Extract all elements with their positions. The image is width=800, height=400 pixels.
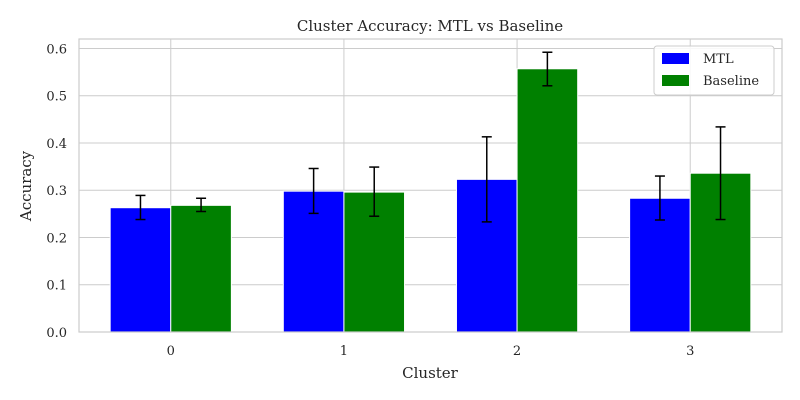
plot-frame — [78, 38, 783, 333]
y-tick-label: 0.2 — [46, 231, 67, 246]
x-tick-label: 3 — [686, 344, 694, 359]
legend: MTL Baseline — [653, 45, 775, 96]
bar-mtl-cluster-0 — [109, 207, 172, 333]
x-tick-labels: 0 1 2 3 — [167, 344, 695, 359]
y-tick-label: 0.6 — [46, 42, 67, 57]
bars — [109, 68, 752, 333]
x-tick-label: 2 — [513, 344, 521, 359]
y-tick-labels: 0.0 0.1 0.2 0.3 0.4 0.5 0.6 — [46, 42, 67, 341]
legend-label: Baseline — [703, 74, 759, 89]
x-axis-label: Cluster — [402, 364, 459, 382]
y-tick-label: 0.5 — [46, 90, 67, 105]
x-tick-label: 1 — [340, 344, 348, 359]
bar-baseline-cluster-0 — [170, 204, 232, 333]
y-tick-label: 0.3 — [46, 184, 67, 199]
y-tick-label: 0.1 — [46, 279, 67, 294]
bar-baseline-cluster-2 — [516, 68, 579, 333]
x-tick-label: 0 — [167, 344, 175, 359]
y-axis-label: Accuracy — [17, 150, 35, 222]
bar-mtl-cluster-1 — [282, 190, 345, 333]
y-tick-label: 0.4 — [46, 137, 67, 152]
legend-label: MTL — [703, 52, 734, 67]
y-tick-label: 0.0 — [46, 326, 67, 341]
error-bars — [135, 51, 726, 223]
legend-swatch — [662, 53, 689, 64]
legend-swatch — [662, 75, 689, 86]
chart-title: Cluster Accuracy: MTL vs Baseline — [297, 17, 563, 35]
